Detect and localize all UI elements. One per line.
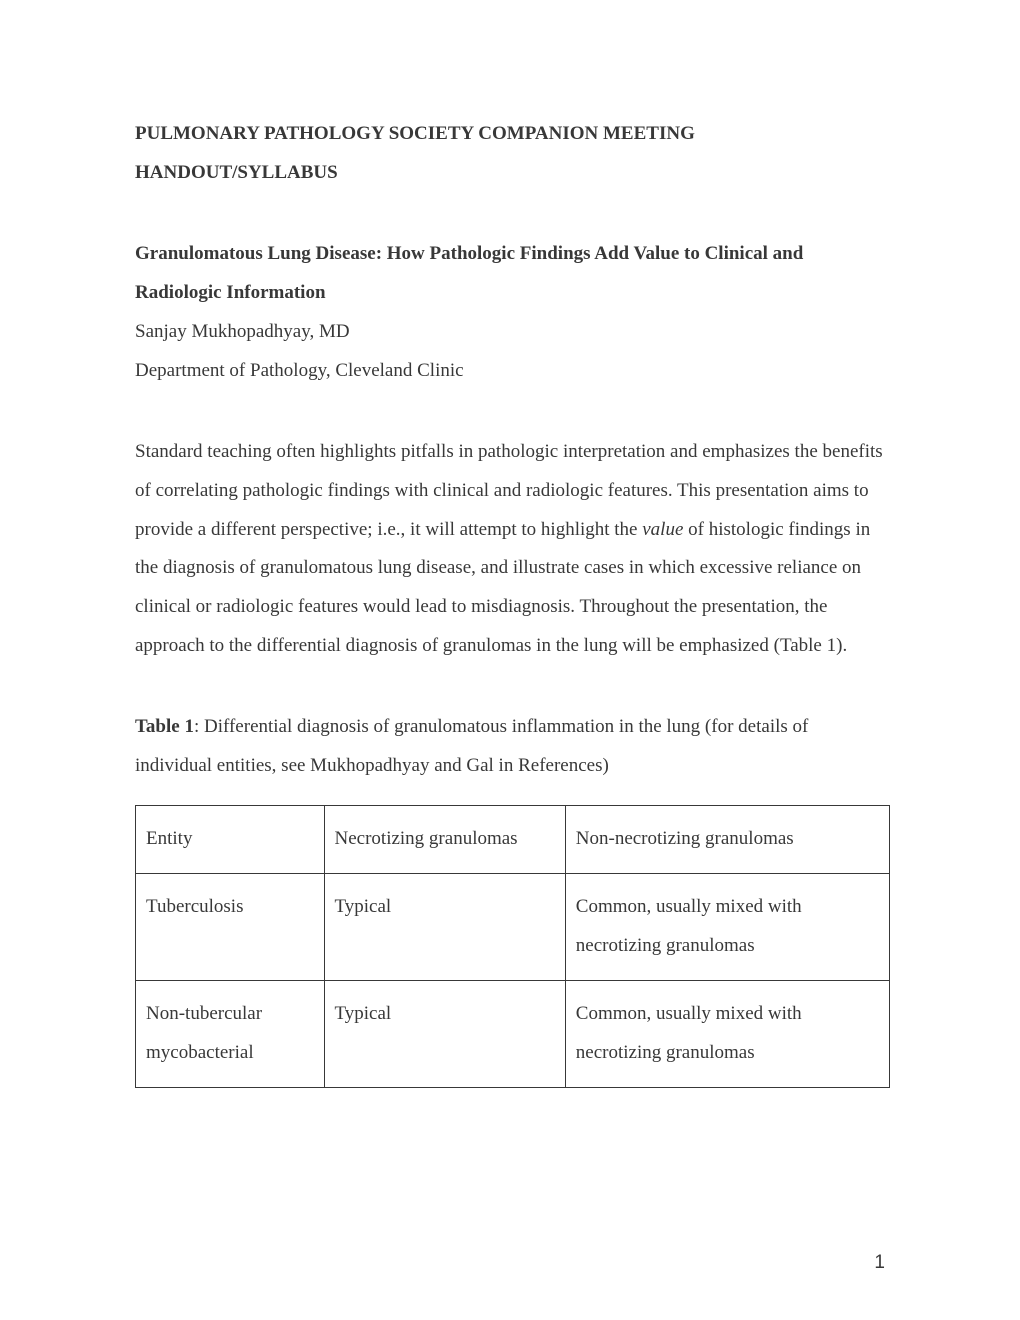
heading-line-1: PULMONARY PATHOLOGY SOCIETY COMPANION ME…	[135, 115, 890, 154]
table-cell: Tuberculosis	[136, 874, 325, 981]
page-number: 1	[874, 1252, 885, 1274]
document-subtitle: Granulomatous Lung Disease: How Patholog…	[135, 235, 890, 313]
table-header-cell: Necrotizing granulomas	[324, 806, 565, 874]
body-paragraph: Standard teaching often highlights pitfa…	[135, 433, 890, 667]
table-header-row: Entity Necrotizing granulomas Non-necrot…	[136, 806, 890, 874]
table-cell: Typical	[324, 980, 565, 1087]
diagnosis-table: Entity Necrotizing granulomas Non-necrot…	[135, 805, 890, 1088]
heading-line-2: HANDOUT/SYLLABUS	[135, 154, 890, 193]
table-row: Non-tubercular mycobacterial Typical Com…	[136, 980, 890, 1087]
department: Department of Pathology, Cleveland Clini…	[135, 352, 890, 391]
table-cell: Common, usually mixed with necrotizing g…	[565, 874, 889, 981]
table-cell: Non-tubercular mycobacterial	[136, 980, 325, 1087]
table-caption: Table 1: Differential diagnosis of granu…	[135, 708, 890, 786]
table-header-cell: Non-necrotizing granulomas	[565, 806, 889, 874]
table-header-cell: Entity	[136, 806, 325, 874]
table-row: Tuberculosis Typical Common, usually mix…	[136, 874, 890, 981]
table-cell: Common, usually mixed with necrotizing g…	[565, 980, 889, 1087]
table-caption-text: : Differential diagnosis of granulomatou…	[135, 716, 808, 776]
para-italic-word: value	[642, 519, 683, 540]
document-page: PULMONARY PATHOLOGY SOCIETY COMPANION ME…	[0, 0, 1020, 1148]
title-block: Granulomatous Lung Disease: How Patholog…	[135, 235, 890, 391]
table-caption-label: Table 1	[135, 716, 194, 737]
author-name: Sanjay Mukhopadhyay, MD	[135, 313, 890, 352]
table-cell: Typical	[324, 874, 565, 981]
